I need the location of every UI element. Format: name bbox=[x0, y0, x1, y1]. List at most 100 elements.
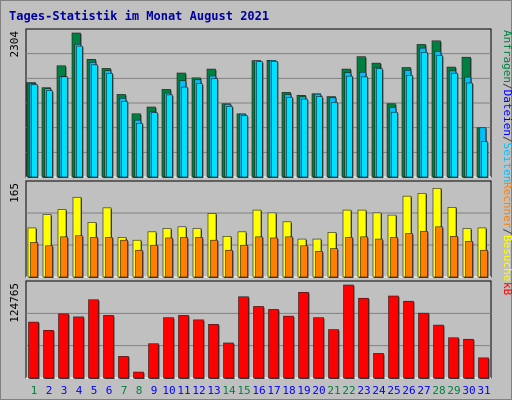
legend-part: / bbox=[501, 136, 512, 143]
legend-part: Rechner bbox=[501, 182, 512, 229]
bar-middle-rechner-17 bbox=[270, 237, 278, 278]
bar-top-seiten-5 bbox=[91, 64, 98, 178]
x-tick-label: 6 bbox=[106, 384, 113, 397]
chart-title: Tages-Statistik im Monat August 2021 bbox=[9, 9, 270, 23]
legend-label-middle: Rechner/Besuche bbox=[501, 182, 512, 281]
bar-top-seiten-24 bbox=[376, 68, 383, 178]
bar-middle-rechner-19 bbox=[300, 245, 308, 278]
legend-label-top: Anfragen/Dateien/Seiten bbox=[501, 30, 512, 182]
x-tick-label: 7 bbox=[121, 384, 128, 397]
bar-top-seiten-2 bbox=[46, 90, 53, 178]
bar-top-seiten-12 bbox=[196, 83, 203, 178]
bar-middle-rechner-21 bbox=[330, 248, 338, 278]
bar-bottom-kb-9 bbox=[148, 343, 159, 379]
bar-middle-rechner-22 bbox=[345, 237, 353, 278]
legend-part: Dateien bbox=[501, 90, 512, 136]
x-tick-label: 30 bbox=[462, 384, 475, 397]
bar-bottom-kb-30 bbox=[463, 338, 474, 379]
legend-label-bottom: kB bbox=[501, 282, 512, 296]
bar-bottom-kb-6 bbox=[103, 315, 114, 379]
bar-top-seiten-8 bbox=[136, 123, 143, 178]
bar-top-seiten-19 bbox=[301, 98, 308, 178]
x-tick-label: 26 bbox=[402, 384, 415, 397]
bar-top-seiten-31 bbox=[481, 141, 488, 178]
bar-middle-rechner-8 bbox=[135, 249, 143, 278]
bar-bottom-kb-5 bbox=[88, 299, 99, 379]
x-tick-label: 25 bbox=[387, 384, 400, 397]
bar-middle-rechner-9 bbox=[150, 244, 158, 278]
bar-top-seiten-18 bbox=[286, 97, 293, 178]
bar-bottom-kb-27 bbox=[418, 312, 429, 379]
bar-top-seiten-30 bbox=[466, 82, 473, 178]
x-tick-label: 19 bbox=[297, 384, 310, 397]
bar-bottom-kb-25 bbox=[388, 295, 399, 379]
y-max-label-top: 2304 bbox=[8, 31, 21, 58]
y-max-label-middle: 165 bbox=[8, 183, 21, 203]
bar-bottom-kb-13 bbox=[208, 324, 219, 379]
bar-bottom-kb-22 bbox=[343, 284, 354, 379]
bar-bottom-kb-18 bbox=[283, 315, 294, 379]
bar-bottom-kb-29 bbox=[448, 337, 459, 379]
bar-top-seiten-26 bbox=[406, 75, 413, 178]
bar-middle-rechner-28 bbox=[435, 226, 443, 278]
bar-middle-rechner-14 bbox=[225, 249, 233, 278]
bar-middle-rechner-11 bbox=[180, 237, 188, 278]
legend-part: Seiten bbox=[501, 143, 512, 183]
bar-top-seiten-20 bbox=[316, 96, 323, 178]
bar-middle-rechner-13 bbox=[210, 239, 218, 278]
bar-top-seiten-10 bbox=[166, 94, 173, 178]
x-tick-label: 15 bbox=[237, 384, 250, 397]
bar-bottom-kb-8 bbox=[133, 371, 144, 379]
bar-middle-rechner-20 bbox=[315, 251, 323, 278]
bar-bottom-kb-11 bbox=[178, 315, 189, 379]
bar-middle-rechner-12 bbox=[195, 237, 203, 278]
bar-bottom-kb-15 bbox=[238, 296, 249, 379]
x-tick-label: 1 bbox=[31, 384, 38, 397]
x-tick-label: 14 bbox=[222, 384, 236, 397]
bar-bottom-kb-12 bbox=[193, 319, 204, 379]
bar-top-seiten-28 bbox=[436, 55, 443, 178]
bar-middle-rechner-15 bbox=[240, 244, 248, 278]
bar-middle-rechner-24 bbox=[375, 238, 383, 278]
bar-bottom-kb-1 bbox=[28, 321, 39, 379]
bar-top-seiten-9 bbox=[151, 112, 158, 178]
bar-middle-rechner-23 bbox=[360, 236, 368, 278]
bar-bottom-kb-17 bbox=[268, 309, 279, 379]
legend-part: / bbox=[501, 228, 512, 235]
bar-bottom-kb-7 bbox=[118, 356, 129, 379]
bar-bottom-kb-31 bbox=[478, 357, 489, 379]
bar-middle-rechner-4 bbox=[75, 235, 83, 278]
bar-bottom-kb-14 bbox=[223, 342, 234, 379]
bar-bottom-kb-23 bbox=[358, 297, 369, 379]
legend-part: Anfragen bbox=[501, 30, 512, 83]
bar-top-seiten-3 bbox=[61, 76, 68, 178]
bar-top-seiten-25 bbox=[391, 111, 398, 178]
bar-bottom-kb-28 bbox=[433, 324, 444, 379]
bar-middle-rechner-6 bbox=[105, 237, 113, 278]
bar-top-seiten-1 bbox=[31, 84, 38, 178]
legend-part: Besuche bbox=[501, 235, 512, 281]
bar-middle-rechner-30 bbox=[465, 241, 473, 278]
x-tick-label: 18 bbox=[282, 384, 295, 397]
bar-top-seiten-22 bbox=[346, 75, 353, 178]
x-tick-label: 11 bbox=[177, 384, 190, 397]
bar-top-seiten-15 bbox=[241, 115, 248, 178]
legend-part: / bbox=[501, 83, 512, 90]
bar-middle-rechner-1 bbox=[30, 242, 38, 278]
x-tick-label: 3 bbox=[61, 384, 68, 397]
x-tick-label: 2 bbox=[46, 384, 53, 397]
bar-middle-rechner-7 bbox=[120, 239, 128, 278]
bar-top-seiten-23 bbox=[361, 76, 368, 178]
x-tick-label: 24 bbox=[372, 384, 386, 397]
bar-top-seiten-14 bbox=[226, 106, 233, 178]
bar-middle-rechner-3 bbox=[60, 236, 68, 278]
x-tick-label: 28 bbox=[432, 384, 445, 397]
bar-middle-rechner-16 bbox=[255, 236, 263, 278]
x-tick-label: 21 bbox=[327, 384, 340, 397]
bar-top-seiten-7 bbox=[121, 101, 128, 178]
bar-top-seiten-17 bbox=[271, 61, 278, 178]
bar-bottom-kb-24 bbox=[373, 353, 384, 379]
bar-top-seiten-21 bbox=[331, 102, 338, 178]
x-tick-label: 23 bbox=[357, 384, 370, 397]
